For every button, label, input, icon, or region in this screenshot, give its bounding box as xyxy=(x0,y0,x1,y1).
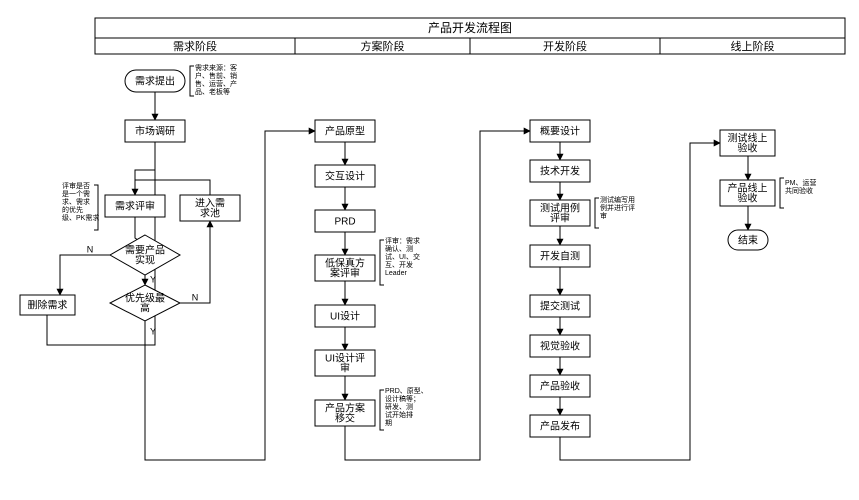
edge xyxy=(135,180,210,195)
node-label: 实现 xyxy=(135,254,155,267)
annotation-text: 试、UI、交 xyxy=(385,252,420,261)
edge xyxy=(135,142,155,195)
annotation-text: PM、运营 xyxy=(785,178,817,187)
annotation-text: Leader xyxy=(385,270,407,277)
node-label: 案评审 xyxy=(330,267,360,280)
node-label: 验收 xyxy=(738,192,758,205)
annotation-text: 例并进行评 xyxy=(600,203,635,212)
annotation-text: 测试编写用 xyxy=(600,195,635,204)
annotation-text: 评审是否 xyxy=(62,181,90,190)
annotation-bracket xyxy=(380,240,384,285)
annotation-text: 求、需求 xyxy=(62,197,90,206)
phase-label: 需求阶段 xyxy=(173,39,217,53)
phase-label: 方案阶段 xyxy=(361,39,405,53)
node-label: 结束 xyxy=(738,234,758,247)
node-label: 高 xyxy=(140,302,150,315)
node-label: UI设计 xyxy=(330,310,360,323)
node-label: 概要设计 xyxy=(540,125,580,138)
annotation-bracket xyxy=(380,390,384,430)
annotation-text: 设计稿等； xyxy=(385,394,420,403)
annotation-text: 确认、测 xyxy=(385,244,413,253)
node-label: 市场调研 xyxy=(135,125,175,138)
annotation-bracket xyxy=(190,66,194,96)
annotation-text: 期 xyxy=(385,419,392,427)
annotation-text: 的优先 xyxy=(62,205,83,214)
node-label: 提交测试 xyxy=(540,300,580,313)
annotation-bracket xyxy=(780,178,784,208)
node-label: 验收 xyxy=(738,142,758,155)
title-text: 产品开发流程图 xyxy=(428,20,512,35)
flowchart-canvas: 产品开发流程图需求阶段方案阶段开发阶段线上阶段YNNY需求提出市场调研需求评审进… xyxy=(0,0,859,500)
node-label: 评审 xyxy=(550,212,570,225)
annotation-text: 售、运营、产 xyxy=(195,79,237,88)
annotation-text: 研发、测 xyxy=(385,402,413,411)
node-label: 求池 xyxy=(200,207,220,220)
node-label: 需求提出 xyxy=(135,75,175,88)
node-label: 删除需求 xyxy=(28,299,68,312)
node-label: 产品验收 xyxy=(540,380,580,393)
annotation-text: 共同验收 xyxy=(785,186,813,195)
edge xyxy=(180,221,210,303)
node-label: 交互设计 xyxy=(325,170,365,183)
annotation-text: 是一个需 xyxy=(62,190,90,198)
annotation-text: 品、老板等 xyxy=(195,87,230,96)
annotation-text: 互、开发 xyxy=(385,260,413,269)
annotation-text: 户、售前、销 xyxy=(195,71,237,80)
annotation-text: 审 xyxy=(600,211,607,220)
phase-label: 开发阶段 xyxy=(543,39,587,53)
edge-label: Y xyxy=(150,326,156,336)
node-label: 审 xyxy=(340,362,350,375)
annotation-bracket xyxy=(94,185,98,230)
annotation-text: PRD、原型、 xyxy=(385,386,428,395)
node-label: 需求评审 xyxy=(115,200,155,213)
edge-label: N xyxy=(192,292,199,302)
annotation-bracket xyxy=(595,198,599,228)
edge xyxy=(60,255,110,295)
phase-label: 线上阶段 xyxy=(731,39,775,53)
annotation-text: 试开始排 xyxy=(385,410,413,419)
node-label: 移交 xyxy=(335,412,355,425)
node-label: PRD xyxy=(334,217,355,228)
annotation-text: 级、PK需求 xyxy=(62,213,99,222)
edge-label: N xyxy=(87,244,94,254)
node-label: 产品发布 xyxy=(540,420,580,433)
annotation-text: 评审：需求 xyxy=(385,236,420,245)
node-label: 产品原型 xyxy=(325,125,365,138)
annotation-text: 需求来源：客 xyxy=(195,63,237,72)
node-label: 开发自测 xyxy=(540,250,580,263)
node-label: 视觉验收 xyxy=(540,340,580,353)
node-label: 技术开发 xyxy=(540,165,580,178)
